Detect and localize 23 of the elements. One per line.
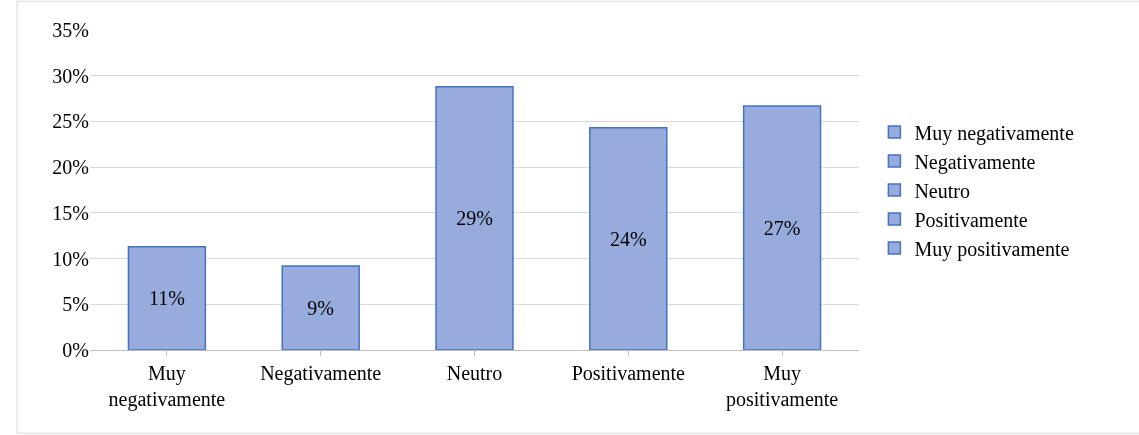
y-tick-label: 30%: [52, 64, 89, 87]
legend-label: Neutro: [914, 179, 970, 202]
y-tick-label: 5%: [62, 293, 89, 316]
text: 29%: [456, 207, 493, 230]
text: 27%: [763, 216, 801, 239]
text: 11%: [148, 287, 185, 310]
legend-label: Muy positivamente: [914, 237, 1070, 261]
x-tick-label: Negativamente: [260, 362, 382, 385]
y-tick-label: 0%: [62, 339, 89, 361]
x-tick-label: Positivamente: [571, 362, 686, 384]
x-tick-label: Muy negativamente: [108, 362, 226, 411]
text: 24%: [609, 227, 647, 250]
y-tick-label: 20%: [52, 156, 89, 179]
y-tick-label: 35%: [52, 19, 89, 41]
x-tick-label: Neutro: [446, 362, 503, 384]
y-tick-label: 10%: [52, 247, 89, 270]
x-tick-label: Muy positivamente: [726, 362, 839, 411]
y-tick-label: 25%: [52, 110, 89, 133]
y-tick-label: 15%: [52, 201, 89, 224]
legend-label: Muy negativamente: [914, 121, 1074, 145]
legend-label: Negativamente: [914, 150, 1036, 174]
text: 9%: [307, 296, 335, 319]
legend-label: Positivamente: [914, 208, 1028, 231]
